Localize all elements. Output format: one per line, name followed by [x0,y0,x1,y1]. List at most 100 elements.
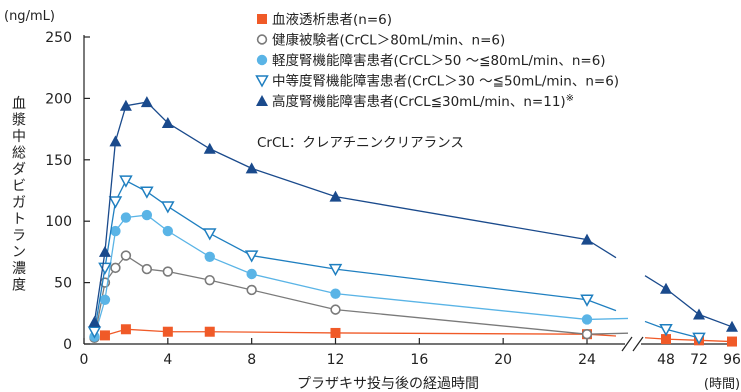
legend-label: 高度腎機能障害患者(CrCL≦30mL/min、n=11)※ [272,93,574,110]
data-point [162,326,173,337]
data-point [727,336,737,347]
y-axis-title-char: ビ [12,179,26,195]
y-unit-label: (ng/mL) [4,9,55,24]
y-axis-title-char: ト [12,212,26,228]
x-unit-label: (時間) [704,377,740,392]
data-point [581,314,593,325]
data-point [693,308,705,320]
axis-break-mark [621,336,633,352]
x-tick-label: 72 [690,352,708,368]
data-point [120,212,132,223]
data-point [162,225,174,237]
y-tick-label: 250 [45,30,72,46]
y-tick-label: 0 [63,337,72,353]
data-point [659,324,673,337]
data-point [246,284,257,296]
data-point [330,304,341,315]
data-point [257,14,267,24]
series-group [88,96,738,332]
series-group [89,209,629,342]
x-tick-label: 4 [163,352,172,368]
y-axis-title-char: ダ [12,162,26,178]
data-point [328,263,343,277]
data-point [162,266,174,277]
data-point [204,274,215,286]
y-axis-title-char: 漿 [12,113,26,129]
data-point [119,175,133,188]
abbreviation-note: CrCL：クレアチニンクリアランス [257,135,464,151]
data-point [161,116,174,128]
data-point [329,190,342,202]
data-point [244,250,259,263]
data-point [109,135,122,147]
data-point [581,233,593,245]
data-point [99,330,110,341]
x-axis-title: プラザキサ投与後の経過時間 [297,376,479,392]
data-point [330,327,341,338]
y-axis-title-char: 血 [12,96,26,112]
data-point [581,328,593,340]
data-point [141,209,153,221]
data-point [98,245,111,257]
data-point [580,294,594,307]
y-axis-title-char: 中 [12,129,26,145]
data-point [204,326,215,337]
y-axis-title-char: ラ [12,228,26,244]
legend-label: 血液透析患者(n=6) [272,12,392,28]
series-group [87,175,706,345]
data-point [110,262,121,274]
axis-break-gap [627,336,639,352]
y-tick-label: 200 [45,91,72,107]
series-line [644,275,733,328]
data-point [204,251,215,263]
data-point [330,288,341,299]
data-point [140,186,154,199]
x-tick-label: 24 [578,352,596,368]
data-point [246,268,257,280]
series-group [99,324,737,347]
data-point [120,324,131,335]
data-point [110,225,121,237]
y-axis-title-char: 濃 [12,261,26,277]
data-point [99,294,111,305]
x-tick-label: 12 [327,352,345,368]
data-point [119,99,132,111]
data-point [120,250,132,261]
data-point [256,54,268,66]
y-axis-title-char: ガ [12,195,26,211]
x-tick-label: 0 [80,352,89,368]
legend-label: 軽度腎機能障害患者(CrCL＞50 ～≦80mL/min、n=6) [272,53,606,69]
data-point [255,75,269,88]
y-tick-label: 100 [45,214,72,230]
data-point [161,201,175,214]
legend-label: 中等度腎機能障害患者(CrCL＞30 ～≦50mL/min、n=6) [272,73,619,90]
data-point [141,263,153,275]
data-point [202,228,217,241]
axis-break-mark [632,336,644,352]
legend-note-mark: ※ [566,93,574,104]
data-point [661,334,671,345]
series-line [104,328,617,337]
data-point [256,95,268,106]
y-tick-label: 150 [45,153,72,169]
data-point [140,96,153,108]
data-point [88,315,101,327]
x-tick-label: 8 [247,352,256,368]
series-line [644,320,700,339]
x-tick-label: 16 [410,352,428,368]
data-point [256,34,268,45]
y-tick-label: 50 [54,276,72,292]
data-point [203,142,216,154]
x-tick-label: 96 [723,352,741,368]
legend-label: 健康被験者(CrCL＞80mL/min、n=6) [272,32,505,49]
y-axis-title-char: ン [12,245,26,261]
y-axis-title-char: 度 [12,278,26,294]
data-point [726,320,738,332]
data-point [108,196,123,209]
data-point [660,282,672,294]
data-point [87,326,102,339]
data-point [692,332,706,345]
y-axis-title-char: 総 [12,146,26,162]
